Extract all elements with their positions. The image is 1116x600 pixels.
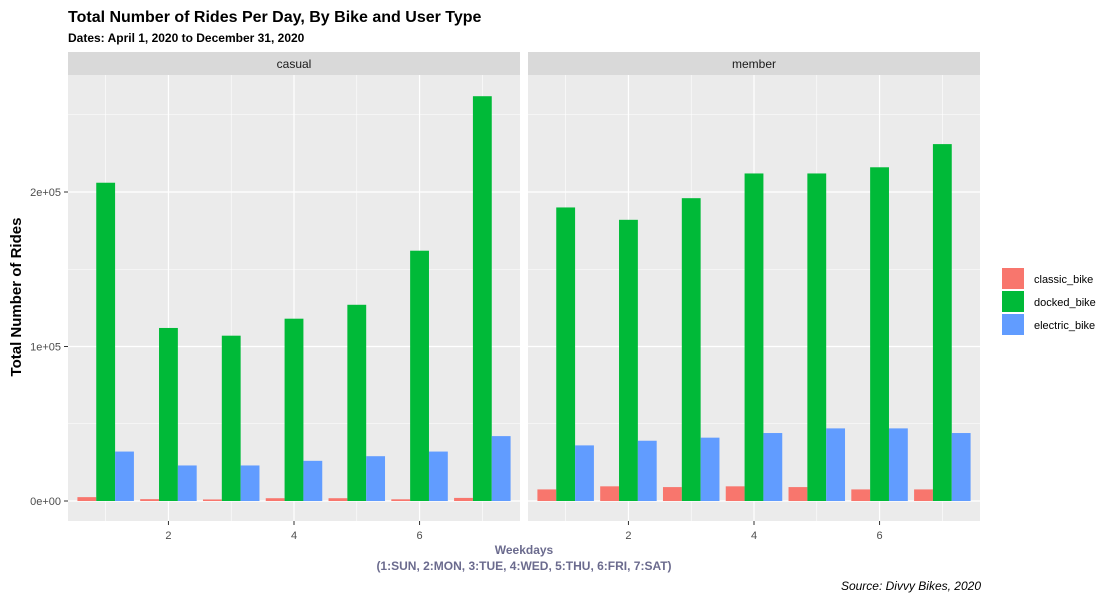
x-tick-label: 6 <box>876 530 882 542</box>
x-tick-label: 4 <box>751 530 757 542</box>
bar-casual-docked_bike-4 <box>284 318 304 501</box>
bar-casual-classic_bike-2 <box>140 499 160 501</box>
bar-member-classic_bike-3 <box>662 487 682 501</box>
bar-member-electric_bike-2 <box>637 440 657 501</box>
panel-strip-label: casual <box>277 57 312 71</box>
panel-strip <box>528 52 980 75</box>
x-tick-label: 2 <box>165 530 171 542</box>
panel-casual: casual 2 4 6 <box>68 52 520 542</box>
legend-label: classic_bike <box>1034 274 1093 286</box>
bar-member-electric_bike-7 <box>951 433 971 501</box>
bar-casual-electric_bike-7 <box>491 436 511 501</box>
bar-casual-electric_bike-5 <box>366 456 386 501</box>
bar-casual-classic_bike-7 <box>454 497 473 501</box>
bar-member-docked_bike-4 <box>744 173 764 501</box>
legend-label: docked_bike <box>1034 297 1096 309</box>
chart-title: Total Number of Rides Per Day, By Bike a… <box>68 9 482 26</box>
bar-member-docked_bike-6 <box>870 167 889 501</box>
bar-member-docked_bike-7 <box>932 144 952 502</box>
panels: casual 2 4 6 member 2 4 6 <box>68 52 980 542</box>
x-tick-label: 2 <box>625 530 631 542</box>
bar-member-classic_bike-5 <box>788 487 808 501</box>
bar-casual-docked_bike-1 <box>96 182 116 502</box>
panel-member: member 2 4 6 <box>528 52 980 542</box>
x-axis-label: Weekdays <box>495 543 554 557</box>
bar-casual-electric_bike-4 <box>303 460 323 501</box>
legend-label: electric_bike <box>1034 320 1095 332</box>
chart-subtitle: Dates: April 1, 2020 to December 31, 202… <box>68 31 305 45</box>
bar-casual-classic_bike-4 <box>265 498 285 501</box>
legend-item-electric_bike: electric_bike <box>1002 314 1095 335</box>
bar-member-classic_bike-2 <box>600 486 620 501</box>
bar-casual-docked_bike-5 <box>347 304 367 501</box>
bar-member-classic_bike-7 <box>914 489 933 501</box>
bar-member-classic_bike-4 <box>725 486 745 501</box>
x-axis-label-detail: (1:SUN, 2:MON, 3:TUE, 4:WED, 5:THU, 6:FR… <box>376 559 671 573</box>
bar-member-electric_bike-1 <box>575 445 594 501</box>
y-axis: 0e+00 1e+05 2e+05 <box>30 187 68 508</box>
bar-casual-classic_bike-6 <box>391 499 411 501</box>
y-tick-label: 2e+05 <box>30 187 61 199</box>
bar-member-classic_bike-1 <box>537 489 557 501</box>
bar-member-electric_bike-6 <box>888 428 908 501</box>
caption: Source: Divvy Bikes, 2020 <box>841 579 981 593</box>
bar-casual-electric_bike-2 <box>177 465 197 501</box>
bar-casual-docked_bike-6 <box>410 250 429 501</box>
legend-key <box>1002 291 1024 312</box>
y-tick-label: 0e+00 <box>30 496 61 508</box>
bar-member-electric_bike-5 <box>826 428 846 501</box>
legend-item-docked_bike: docked_bike <box>1002 291 1096 312</box>
bar-member-docked_bike-1 <box>556 207 576 501</box>
legend-key <box>1002 268 1024 289</box>
panel-strip <box>68 52 520 75</box>
bar-casual-docked_bike-2 <box>159 327 178 501</box>
x-tick-label: 6 <box>416 530 422 542</box>
bar-member-docked_bike-3 <box>681 198 701 501</box>
legend-item-classic_bike: classic_bike <box>1002 268 1093 289</box>
panel-strip-label: member <box>732 57 776 71</box>
legend: classic_bike docked_bike electric_bike <box>1002 268 1096 335</box>
legend-key <box>1002 314 1024 335</box>
bar-member-docked_bike-5 <box>807 173 827 501</box>
bar-casual-electric_bike-1 <box>115 451 134 501</box>
bar-member-docked_bike-2 <box>619 219 638 501</box>
bar-casual-classic_bike-5 <box>328 498 348 501</box>
bar-casual-electric_bike-3 <box>240 465 260 501</box>
bar-casual-classic_bike-3 <box>202 499 222 501</box>
y-axis-label: Total Number of Rides <box>8 218 25 377</box>
bar-member-electric_bike-3 <box>700 437 720 501</box>
bar-casual-docked_bike-7 <box>472 96 492 502</box>
y-tick-label: 1e+05 <box>30 342 61 354</box>
x-tick-label: 4 <box>291 530 297 542</box>
bar-casual-classic_bike-1 <box>77 497 97 501</box>
bar-member-classic_bike-6 <box>851 489 871 501</box>
bar-member-electric_bike-4 <box>763 433 783 501</box>
bar-casual-electric_bike-6 <box>428 451 448 501</box>
bar-casual-docked_bike-3 <box>221 335 241 501</box>
